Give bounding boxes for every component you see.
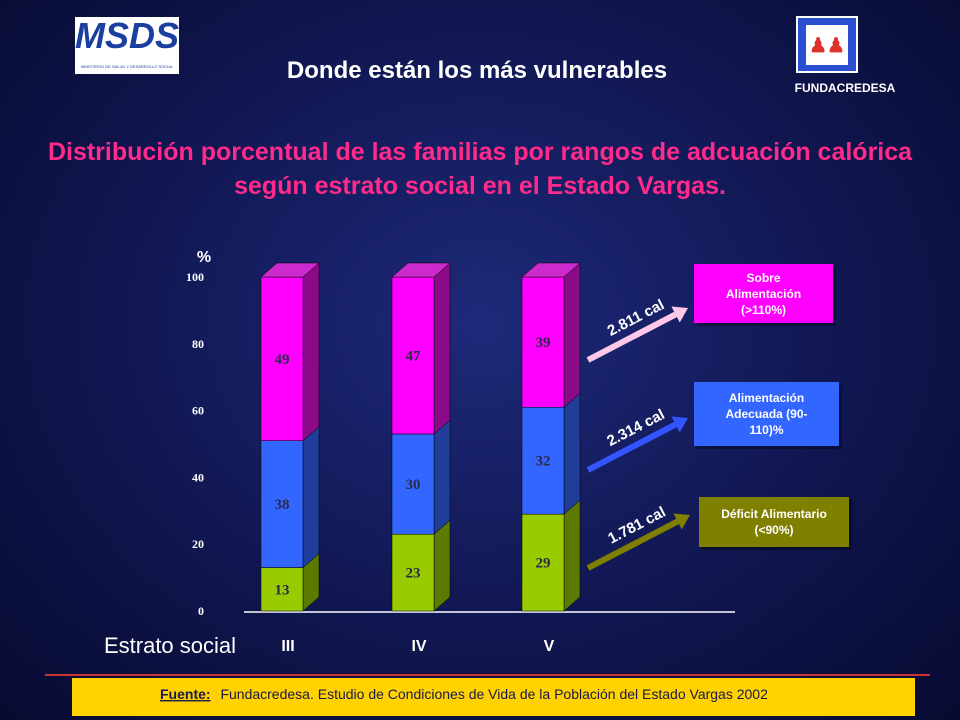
logo-right-inner	[806, 25, 848, 65]
bar	[391, 433, 435, 535]
chart-title: Distribución porcentual de las familias …	[48, 138, 913, 200]
data-label: 29	[536, 556, 551, 572]
bar-side	[433, 519, 451, 612]
legend-entry: Alimentación Adecuada (90-110)%	[694, 382, 839, 446]
chart-title-line: según estrato social en el Estado Vargas…	[234, 172, 726, 200]
bar-top	[521, 262, 581, 278]
bar-side	[433, 262, 451, 435]
bar-side	[563, 262, 581, 408]
y-tick-label: 60	[192, 404, 204, 418]
header-title: Donde están los más vulnerables	[287, 57, 667, 84]
legend-entry: Sobre Alimentación (>110%)	[694, 264, 833, 323]
bar-side	[563, 499, 581, 612]
data-label: 30	[406, 477, 421, 493]
chart-title-line: Distribución porcentual de las familias …	[48, 138, 913, 166]
data-label: 32	[536, 454, 551, 470]
x-tick-label: IV	[411, 638, 426, 655]
x-tick-label: V	[544, 638, 555, 655]
bar	[391, 276, 435, 435]
y-tick-label: 80	[192, 337, 204, 351]
bar	[521, 276, 565, 408]
y-tick-label: 40	[192, 470, 204, 484]
bar-side	[302, 426, 320, 569]
footer-text: Fuente: Fundacredesa. Estudio de Condici…	[160, 686, 768, 702]
logo-right-icon: ♟♟	[809, 35, 845, 57]
bar-top	[391, 262, 451, 278]
bar	[521, 513, 565, 612]
footer-box	[72, 678, 915, 716]
source-label: Fuente:	[160, 686, 211, 702]
legend-arrow	[586, 421, 677, 473]
legend-arrow-head	[673, 513, 690, 530]
legend-entry: Déficit Alimentario (<90%)	[699, 497, 849, 547]
x-axis-label: Estrato social	[104, 633, 236, 658]
legend-arrow-head	[671, 306, 688, 323]
y-axis-label: %	[197, 249, 211, 266]
x-tick-label: III	[281, 638, 294, 655]
y-tick-label: 20	[192, 537, 204, 551]
legend-arrow	[586, 311, 677, 363]
bar-side	[302, 262, 320, 442]
bar-side	[433, 419, 451, 535]
data-label: 23	[406, 566, 421, 582]
bar-top	[260, 262, 320, 278]
data-label: 39	[536, 335, 551, 351]
bar-side	[563, 392, 581, 515]
y-tick-label: 0	[198, 604, 204, 618]
data-label: 49	[275, 352, 290, 368]
data-label: 13	[275, 582, 290, 598]
data-label: 38	[275, 497, 290, 513]
legend-arrow	[586, 518, 679, 571]
bar	[391, 533, 435, 612]
logo-right-caption: FUNDACREDESA	[795, 81, 896, 95]
logo-left-caption: MINISTERIO DE SALUD Y DESARROLLO SOCIAL	[81, 64, 174, 69]
source-text: Fundacredesa. Estudio de Condiciones de …	[220, 686, 768, 702]
logo-left: MSDS	[75, 15, 179, 56]
logo-left-box	[75, 17, 179, 74]
bar	[521, 407, 565, 515]
data-label: 47	[406, 348, 422, 364]
y-tick-label: 100	[186, 270, 204, 284]
legend-arrow-head	[671, 416, 688, 433]
